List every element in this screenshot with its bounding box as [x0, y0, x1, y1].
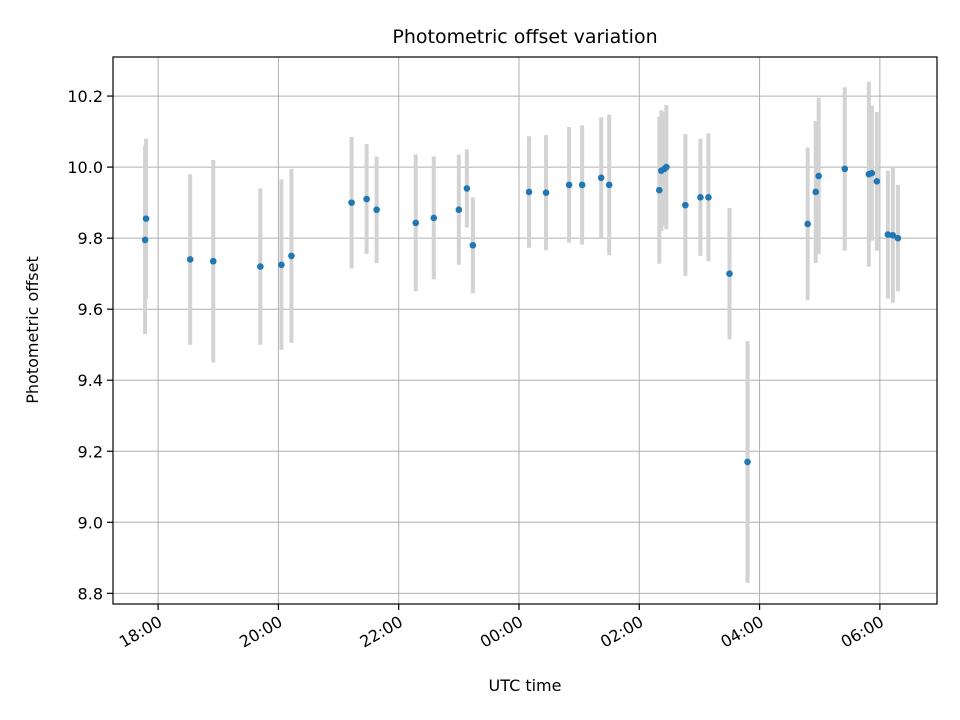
chart-title: Photometric offset variation: [392, 26, 657, 48]
data-point: [363, 195, 370, 203]
data-point: [804, 220, 811, 228]
data-point: [141, 236, 149, 244]
data-point: [430, 214, 438, 222]
y-tick-label: 9.4: [78, 371, 103, 390]
data-point: [578, 181, 586, 189]
data-point: [525, 188, 533, 196]
data-point: [868, 169, 876, 177]
data-point: [142, 215, 150, 222]
data-point: [542, 189, 550, 196]
data-point: [663, 163, 670, 171]
data-point: [815, 172, 823, 180]
plot-frame: [112, 56, 938, 605]
data-point: [894, 234, 902, 242]
data-point: [884, 231, 892, 238]
data-point: [812, 188, 820, 196]
data-point: [288, 252, 295, 260]
data-point: [412, 219, 420, 227]
data-point: [705, 194, 712, 201]
data-point: [656, 186, 663, 194]
data-point: [697, 194, 704, 201]
data-point: [209, 257, 217, 265]
y-tick-label: 9.6: [78, 300, 103, 319]
data-point: [726, 270, 733, 277]
data-point: [889, 232, 897, 239]
data-point: [605, 181, 613, 189]
data-point: [463, 185, 471, 192]
data-point: [469, 241, 477, 249]
data-point: [565, 181, 573, 189]
data-point: [455, 206, 463, 214]
y-tick-label: 8.8: [78, 584, 103, 603]
data-point: [873, 178, 881, 185]
data-point: [278, 261, 285, 269]
y-tick-label: 10.0: [67, 158, 103, 177]
data-point: [841, 165, 849, 173]
data-point: [597, 174, 605, 182]
y-tick-label: 9.8: [78, 229, 103, 248]
y-tick-label: 9.2: [78, 442, 103, 461]
grid: [113, 57, 937, 604]
data-point: [186, 256, 194, 263]
y-axis-label: Photometric offset: [23, 256, 42, 404]
data-point: [744, 458, 751, 466]
data-point: [682, 201, 689, 209]
data-point: [348, 199, 355, 206]
data-point: [373, 206, 380, 214]
x-axis-label: UTC time: [489, 676, 562, 695]
y-tick-label: 10.2: [67, 87, 103, 106]
data-point: [257, 263, 264, 270]
y-axis-ticks: 8.8 9.0 9.2 9.4 9.6 9.8 10.0 10.2: [67, 87, 113, 603]
data-points: [141, 163, 902, 466]
y-tick-label: 9.0: [78, 513, 103, 532]
